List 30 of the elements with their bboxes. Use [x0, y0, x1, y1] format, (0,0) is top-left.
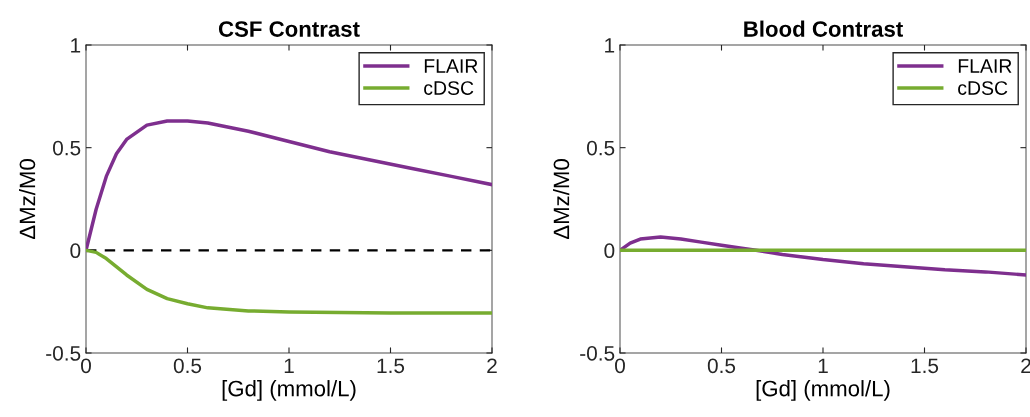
y-tick-label: 0.5	[586, 140, 615, 156]
x-tick-label: 0.5	[707, 358, 736, 374]
legend-label: cDSC	[958, 81, 1008, 95]
x-tick-label: 0	[615, 358, 625, 374]
x-tick-label: 0	[81, 358, 91, 374]
x-axis-title: [Gd] (mmol/L)	[756, 380, 890, 401]
chart-title: Blood Contrast	[744, 20, 903, 37]
x-tick-label: 1	[818, 358, 828, 373]
x-tick-label: 2	[487, 358, 497, 373]
legend-label: FLAIR	[958, 59, 1012, 73]
legend-label: cDSC	[424, 81, 474, 95]
y-axis-title: ΔMz/M0	[18, 159, 36, 240]
x-tick-label: 2	[1021, 358, 1030, 373]
y-tick-label: -0.5	[580, 346, 615, 361]
y-tick-label: 1	[605, 38, 615, 53]
y-tick-label: 0.5	[52, 140, 81, 156]
legend-label: FLAIR	[424, 59, 478, 73]
x-tick-label: 1.5	[377, 358, 405, 374]
y-tick-label: 1	[71, 38, 81, 53]
x-tick-label: 1.5	[911, 358, 939, 374]
line-series	[620, 235, 1026, 277]
x-axis-title: [Gd] (mmol/L)	[222, 380, 356, 401]
x-tick-label: 1	[284, 358, 294, 373]
chart-title: CSF Contrast	[218, 21, 360, 37]
y-axis-title: ΔMz/M0	[552, 159, 570, 240]
y-tick-label: -0.5	[46, 346, 81, 361]
line-series	[86, 248, 492, 315]
y-tick-label: 0	[604, 243, 615, 259]
y-tick-label: 0	[70, 243, 81, 259]
x-tick-label: 0.5	[173, 358, 202, 374]
